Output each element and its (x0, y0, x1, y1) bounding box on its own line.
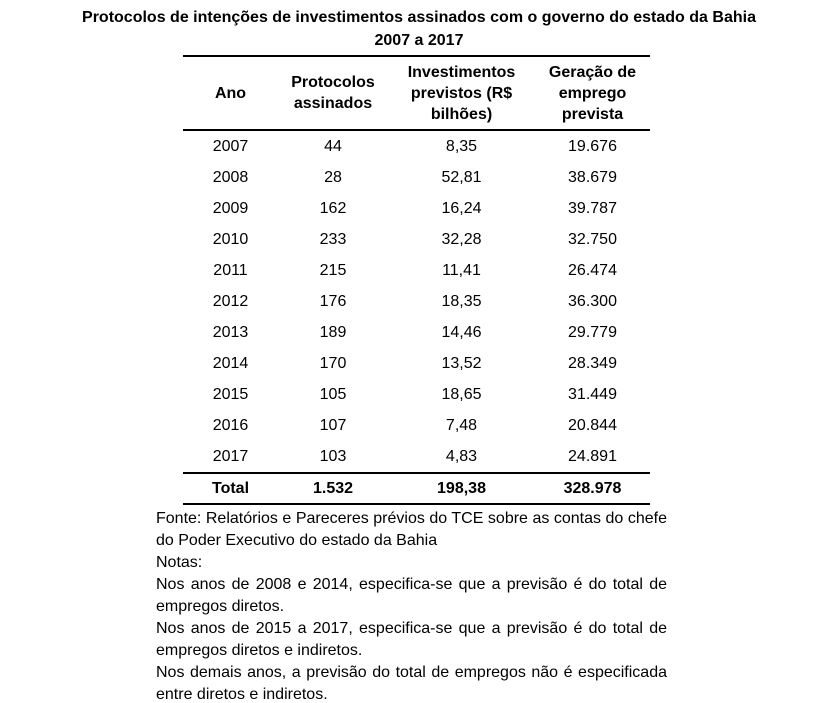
table-cell: 13,52 (441, 354, 482, 372)
table-cell: 52,81 (441, 168, 482, 186)
total-row: Total 1.532 198,38 328.978 (183, 472, 650, 505)
table-cell: 2016 (212, 416, 249, 434)
notes-list: Nos anos de 2008 e 2014, especifica-se q… (156, 574, 667, 703)
table-cell: 2015 (212, 385, 249, 403)
table-row: 2017 103 4,83 24.891 (183, 441, 650, 473)
note-paragraph: Nos anos de 2008 e 2014, especifica-se q… (156, 576, 667, 615)
table-cell: 20.844 (568, 416, 617, 434)
total-label: Total (183, 472, 278, 505)
table-footer: Total 1.532 198,38 328.978 (183, 472, 650, 505)
table-cell: 189 (319, 323, 347, 341)
table-cell: 2014 (212, 354, 249, 372)
table-cell: 18,35 (441, 292, 482, 310)
table-cell: 2012 (212, 292, 249, 310)
table-row: 2015 105 18,65 31.449 (183, 379, 650, 410)
column-header-ano: Ano (183, 55, 278, 131)
table-notes: Fonte: Relatórios e Pareceres prévios do… (156, 508, 667, 703)
table-cell: 2009 (212, 199, 249, 217)
table-cell: 14,46 (441, 323, 482, 341)
table-title-line-1: Protocolos de intenções de investimentos… (82, 9, 756, 26)
source-note: Fonte: Relatórios e Pareceres prévios do… (156, 510, 667, 549)
table-cell: 2010 (212, 230, 249, 248)
table-row: 2008 28 52,81 38.679 (183, 162, 650, 193)
table-row: 2007 44 8,35 19.676 (183, 130, 650, 162)
table-cell: 28 (324, 168, 342, 186)
table-cell: 107 (319, 416, 347, 434)
table-cell: 38.679 (568, 168, 617, 186)
table-cell: 32,28 (441, 230, 482, 248)
table-cell: 4,83 (445, 447, 478, 465)
table-row: 2009 162 16,24 39.787 (183, 193, 650, 224)
table-cell: 162 (319, 199, 347, 217)
table-cell: 105 (319, 385, 347, 403)
table-cell: 24.891 (568, 447, 617, 465)
notes-label: Notas: (156, 554, 203, 571)
table-cell: 7,48 (445, 416, 478, 434)
table-cell: 215 (319, 261, 347, 279)
table-body: 2007 44 8,35 19.676 2008 28 52,81 38.679 2009 162… (183, 130, 650, 473)
total-protocolos: 1.532 (278, 472, 388, 505)
table-cell: 29.779 (568, 323, 617, 341)
table-cell: 11,41 (442, 261, 481, 279)
column-header-investimentos: Investimentos previstos (R$ bilhões) (388, 55, 535, 131)
table-cell: 31.449 (568, 385, 617, 403)
table-cell: 32.750 (568, 230, 617, 248)
table-row: 2014 170 13,52 28.349 (183, 348, 650, 379)
table-row: 2012 176 18,35 36.300 (183, 286, 650, 317)
table-cell: 36.300 (568, 292, 617, 310)
table-title-line-2: 2007 a 2017 (374, 32, 464, 49)
table-header: Ano Protocolos assinados Investimentos p… (183, 55, 650, 131)
table-cell: 2011 (213, 261, 248, 279)
total-investimentos: 198,38 (388, 472, 535, 505)
table-cell: 170 (319, 354, 347, 372)
table-cell: 8,35 (445, 137, 478, 155)
table-cell: 2017 (212, 447, 249, 465)
table-cell: 44 (324, 137, 342, 155)
table-row: 2010 233 32,28 32.750 (183, 224, 650, 255)
table-cell: 26.474 (568, 261, 617, 279)
table-cell: 28.349 (568, 354, 617, 372)
table-cell: 39.787 (568, 199, 617, 217)
note-paragraph: Nos anos de 2015 a 2017, especifica-se q… (156, 620, 667, 659)
table-cell: 19.676 (568, 137, 617, 155)
table-cell: 16,24 (441, 199, 482, 217)
column-header-protocolos: Protocolos assinados (278, 55, 388, 131)
table-cell: 2007 (212, 137, 249, 155)
table-row: 2011 215 11,41 26.474 (183, 255, 650, 286)
table-cell: 2008 (212, 168, 249, 186)
table-cell: 233 (319, 230, 347, 248)
table-cell: 18,65 (441, 385, 482, 403)
total-geracao-emprego: 328.978 (535, 472, 650, 505)
table-title: Protocolos de intenções de investimentos… (0, 0, 838, 52)
note-paragraph: Nos demais anos, a previsão do total de … (156, 664, 667, 703)
table-cell: 176 (319, 292, 347, 310)
column-header-geracao-emprego: Geração de emprego prevista (535, 55, 650, 131)
table-row: 2013 189 14,46 29.779 (183, 317, 650, 348)
data-table: Ano Protocolos assinados Investimentos p… (183, 55, 650, 505)
table-cell: 103 (319, 447, 347, 465)
table-row: 2016 107 7,48 20.844 (183, 410, 650, 441)
table-header-row: Ano Protocolos assinados Investimentos p… (183, 55, 650, 131)
table-cell: 2013 (212, 323, 249, 341)
